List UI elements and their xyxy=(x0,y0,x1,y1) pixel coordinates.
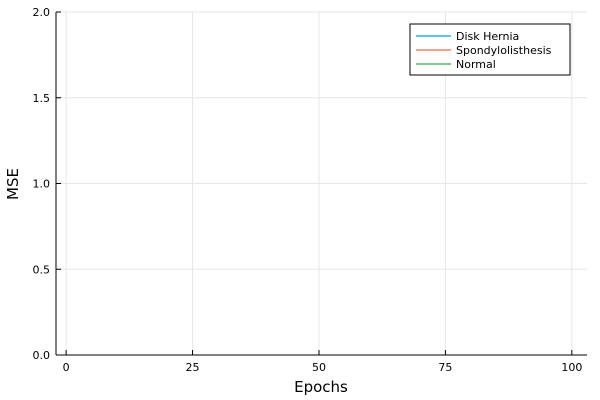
y-tick-label: 1.5 xyxy=(33,92,51,105)
y-ticks: 0.0 0.5 1.0 1.5 2.0 xyxy=(33,6,61,362)
legend-label: Normal xyxy=(456,58,496,71)
x-tick-label: 50 xyxy=(312,361,326,374)
y-tick-label: 2.0 xyxy=(33,6,51,19)
x-tick-label: 25 xyxy=(186,361,200,374)
legend-label: Disk Hernia xyxy=(456,30,519,43)
y-axis-label: MSE xyxy=(4,168,22,200)
y-tick-label: 1.0 xyxy=(33,178,51,191)
x-ticks: 0 25 50 75 100 xyxy=(63,350,582,374)
y-tick-label: 0.5 xyxy=(33,263,51,276)
x-tick-label: 100 xyxy=(561,361,582,374)
legend-label: Spondylolisthesis xyxy=(456,44,552,57)
y-tick-label: 0.0 xyxy=(33,349,51,362)
x-axis-label: Epochs xyxy=(294,378,348,396)
x-tick-label: 0 xyxy=(63,361,70,374)
x-tick-label: 75 xyxy=(438,361,452,374)
